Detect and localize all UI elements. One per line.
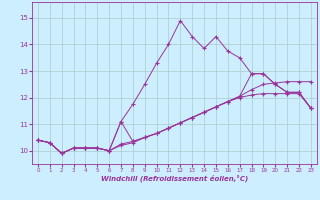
X-axis label: Windchill (Refroidissement éolien,°C): Windchill (Refroidissement éolien,°C) <box>101 175 248 182</box>
